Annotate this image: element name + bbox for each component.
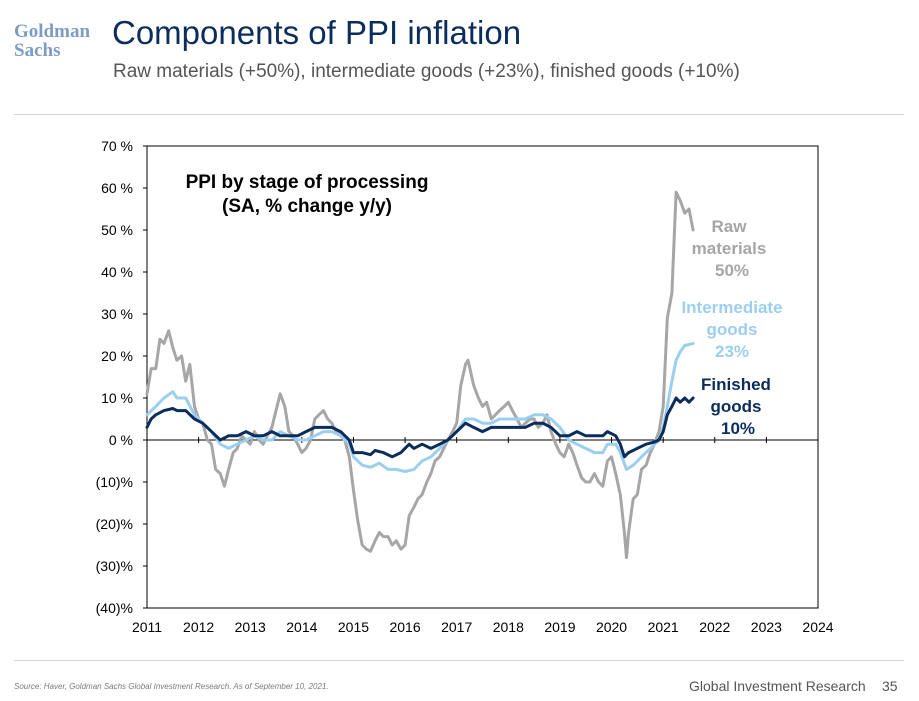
series-line-intermediate <box>145 341 695 473</box>
series-label-intermediate: 23% <box>715 342 749 361</box>
y-tick-label: (20)% <box>96 516 133 532</box>
y-tick-label: 20 % <box>101 348 133 364</box>
plot-frame <box>146 145 819 609</box>
series-line-raw <box>145 190 695 560</box>
x-tick-label: 2017 <box>441 619 472 635</box>
y-tick-label: 70 % <box>101 138 133 154</box>
y-tick-label: 60 % <box>101 180 133 196</box>
series-label-intermediate: Intermediate <box>681 298 782 317</box>
goldman-sachs-logo: Goldman Sachs <box>14 22 98 60</box>
series-labels: Raw materials 50% Intermediate goods 23% Finis… <box>681 217 782 438</box>
x-tick-label: 2015 <box>338 619 369 635</box>
page-subtitle: Raw materials (+50%), intermediate goods… <box>113 61 740 82</box>
source-note: Source: Haver, Goldman Sachs Global Inve… <box>14 682 329 691</box>
y-tick-label: (10)% <box>96 474 133 490</box>
series-line-finished <box>145 396 695 459</box>
x-tick-label: 2023 <box>751 619 782 635</box>
x-tick-label: 2020 <box>596 619 627 635</box>
footer-divider <box>14 660 904 661</box>
footer-division: Global Investment Research <box>689 678 866 694</box>
page-number: 35 <box>882 678 898 694</box>
series-label-raw: Raw <box>712 217 748 236</box>
x-tick-label: 2022 <box>699 619 730 635</box>
chart-title-line: (SA, % change y/y) <box>222 196 392 217</box>
y-tick-label: 50 % <box>101 222 133 238</box>
logo-line-2: Sachs <box>14 40 61 61</box>
chart-title: PPI by stage of processing (SA, % change … <box>186 172 429 217</box>
logo-line-1: Goldman <box>14 21 91 42</box>
x-tick-label: 2024 <box>802 619 833 635</box>
x-tick-label: 2011 <box>132 619 162 635</box>
x-tick-label: 2013 <box>235 619 266 635</box>
y-tick-label: 40 % <box>101 264 133 280</box>
series-label-intermediate: goods <box>707 320 758 339</box>
chart-title-line: PPI by stage of processing <box>186 172 429 193</box>
y-axis: 70 % 60 % 50 % 40 % 30 % 20 % 10 % 0 % (10)% (20)… <box>96 138 147 616</box>
x-tick-label: 2021 <box>648 619 679 635</box>
page-title: Components of PPI inflation <box>112 14 522 51</box>
header-divider <box>14 114 904 115</box>
x-tick-label: 2012 <box>183 619 214 635</box>
y-tick-label: 10 % <box>101 390 133 406</box>
x-tick-label: 2019 <box>544 619 575 635</box>
x-tick-label: 2014 <box>286 619 317 635</box>
series-lines <box>145 190 695 560</box>
y-tick-label: 0 % <box>109 432 133 448</box>
series-label-finished: Finished <box>701 375 771 394</box>
y-tick-label: (30)% <box>96 558 133 574</box>
series-label-raw: 50% <box>715 261 749 280</box>
y-tick-label: 30 % <box>101 306 133 322</box>
series-label-finished: goods <box>711 397 762 416</box>
series-label-finished: 10% <box>721 419 755 438</box>
x-tick-label: 2016 <box>389 619 420 635</box>
x-axis: 2011 2012 2013 2014 2015 2016 2017 2018 2019 2020… <box>132 437 834 635</box>
series-label-raw: materials <box>692 239 767 258</box>
y-tick-label: (40)% <box>96 600 133 616</box>
x-tick-label: 2018 <box>493 619 524 635</box>
